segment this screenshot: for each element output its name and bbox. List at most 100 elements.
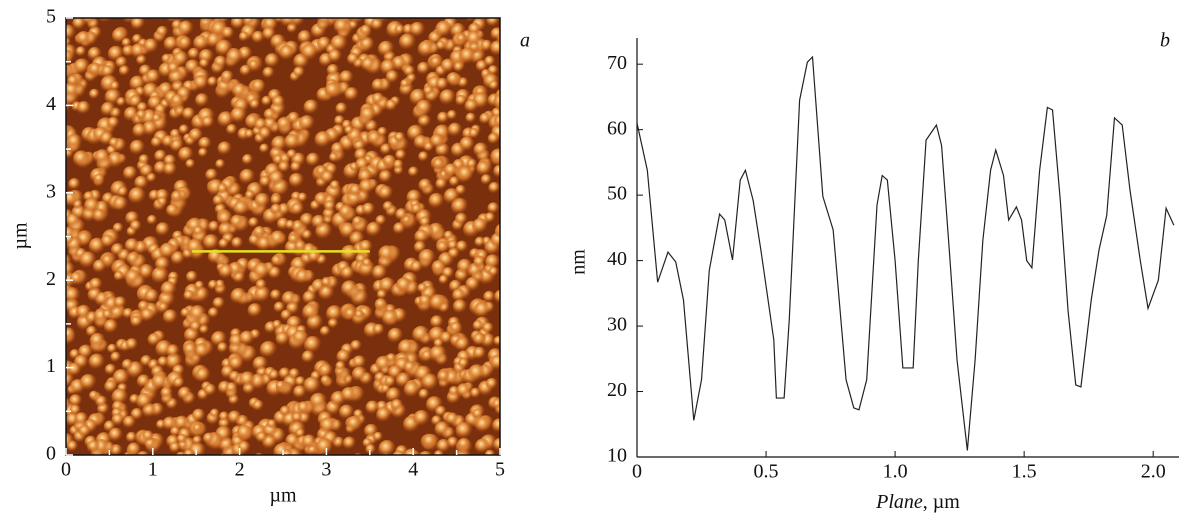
grain	[216, 183, 229, 195]
grain	[340, 386, 358, 403]
grain	[429, 345, 448, 364]
grain	[154, 149, 168, 163]
grain	[248, 59, 260, 71]
grain	[187, 47, 201, 61]
grain	[126, 431, 138, 444]
grain	[89, 332, 106, 350]
grain	[457, 357, 470, 370]
grain	[221, 26, 235, 40]
grain	[400, 78, 411, 90]
grain	[284, 133, 302, 151]
grain	[185, 270, 199, 284]
grain	[229, 214, 245, 230]
grain	[128, 187, 147, 205]
grain	[252, 399, 265, 412]
grain	[301, 43, 319, 62]
grain	[199, 18, 214, 23]
grain	[449, 321, 463, 335]
grain	[218, 411, 230, 423]
grain	[178, 36, 193, 51]
grain	[126, 252, 141, 267]
grain	[385, 99, 398, 112]
grain	[97, 18, 114, 24]
grain	[93, 173, 105, 185]
x-tick-label: 2.0	[1141, 461, 1166, 483]
grain	[288, 172, 305, 189]
grain	[301, 229, 313, 241]
grain	[193, 35, 210, 52]
grain	[455, 240, 469, 253]
grain	[68, 178, 81, 191]
x-tick-label: 2	[235, 459, 245, 481]
grain	[476, 160, 493, 177]
grain	[237, 440, 251, 455]
grain	[101, 64, 115, 79]
grain	[129, 220, 142, 233]
grain	[359, 24, 373, 37]
grain	[494, 289, 500, 304]
panel-label: b	[1160, 30, 1170, 52]
grain	[270, 34, 286, 50]
grain	[192, 423, 204, 434]
grain	[264, 53, 280, 69]
grain	[339, 222, 357, 240]
grain	[134, 175, 149, 191]
grain	[465, 18, 477, 23]
grain	[472, 408, 484, 420]
grain	[434, 421, 451, 438]
grain	[69, 271, 84, 286]
grain	[428, 192, 445, 210]
grain	[408, 166, 420, 178]
grain	[457, 437, 472, 452]
grain	[230, 287, 248, 305]
grain	[302, 290, 317, 305]
grain	[484, 212, 496, 224]
grain	[239, 64, 252, 77]
grain	[217, 342, 229, 354]
grain	[215, 39, 233, 58]
grain	[271, 135, 288, 153]
grain	[270, 289, 282, 301]
grain	[414, 229, 430, 245]
y-tick-label: 50	[607, 183, 627, 205]
grain	[288, 368, 301, 380]
grain	[485, 254, 500, 270]
grain	[154, 103, 168, 117]
grain	[433, 338, 444, 349]
grain	[480, 174, 493, 186]
grain	[468, 364, 487, 383]
grain	[160, 386, 174, 400]
grain	[452, 299, 468, 315]
grain	[107, 45, 125, 63]
grain	[361, 202, 376, 217]
grain	[394, 24, 406, 36]
grain	[163, 36, 180, 52]
grain	[238, 31, 250, 43]
grain	[378, 185, 394, 201]
grain	[387, 365, 404, 381]
grain	[104, 379, 118, 394]
grain	[309, 392, 328, 411]
grain	[244, 129, 255, 140]
grain	[107, 116, 120, 130]
grain	[212, 297, 226, 310]
grain	[262, 66, 275, 80]
grain	[474, 438, 491, 455]
grain	[209, 408, 220, 419]
y-axis-label: µm	[10, 222, 32, 250]
grain	[360, 56, 377, 73]
grain	[174, 415, 190, 432]
grain	[67, 362, 83, 378]
grain	[350, 339, 363, 352]
grain	[66, 124, 71, 137]
grain	[446, 109, 458, 121]
grain	[482, 322, 495, 335]
grain	[378, 245, 396, 264]
grain	[457, 165, 475, 183]
grain	[130, 18, 146, 31]
grain	[488, 266, 500, 278]
grain	[270, 203, 283, 216]
grain	[75, 304, 92, 321]
grain	[398, 33, 417, 51]
grain	[418, 450, 433, 455]
